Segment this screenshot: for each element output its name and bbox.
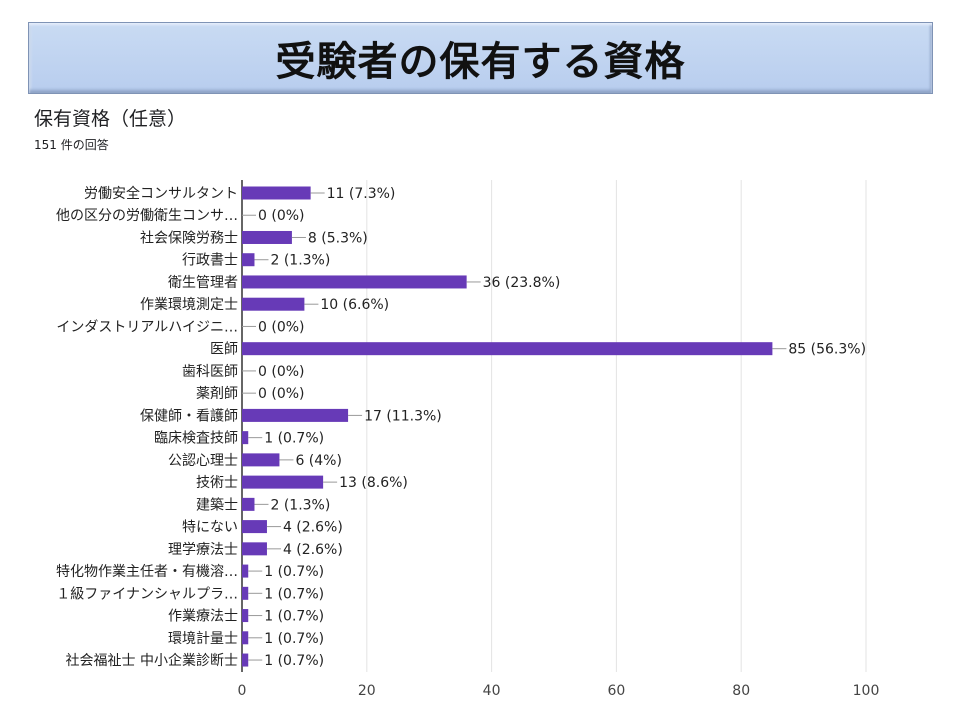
data-label: 1 (0.7%) bbox=[264, 564, 324, 580]
data-label: 1 (0.7%) bbox=[264, 653, 324, 669]
data-label: 0 (0%) bbox=[258, 386, 305, 402]
data-label: 11 (7.3%) bbox=[327, 186, 396, 202]
bar bbox=[242, 230, 292, 244]
bar bbox=[242, 497, 255, 511]
question-title: 保有資格（任意） bbox=[34, 108, 187, 130]
category-label: 社会保険労務士 bbox=[140, 230, 238, 246]
bar bbox=[242, 564, 249, 578]
category-label: １級ファイナンシャルプラ… bbox=[56, 586, 238, 602]
bar bbox=[242, 253, 255, 267]
bar bbox=[242, 431, 249, 445]
data-label: 0 (0%) bbox=[258, 319, 305, 335]
category-label: 特化物作業主任者・有機溶… bbox=[56, 564, 238, 580]
category-label: 医師 bbox=[210, 342, 238, 358]
category-label: 薬剤師 bbox=[196, 386, 238, 402]
data-label: 17 (11.3%) bbox=[364, 408, 442, 424]
x-tick-label: 80 bbox=[732, 683, 750, 699]
x-tick-label: 20 bbox=[358, 683, 376, 699]
category-label: 他の区分の労働衛生コンサ… bbox=[56, 208, 238, 224]
category-label: 建築士 bbox=[196, 497, 238, 513]
category-label: 社会福祉士 中小企業診断士 bbox=[66, 652, 238, 669]
data-label: 2 (1.3%) bbox=[270, 253, 330, 269]
bar bbox=[242, 475, 324, 489]
data-label: 1 (0.7%) bbox=[264, 431, 324, 447]
category-label: 理学療法士 bbox=[168, 541, 238, 558]
category-label: 保健師・看護師 bbox=[140, 408, 238, 424]
data-label: 4 (2.6%) bbox=[283, 520, 343, 536]
data-label: 6 (4%) bbox=[295, 453, 342, 469]
bar bbox=[242, 297, 305, 311]
data-label: 13 (8.6%) bbox=[339, 475, 408, 491]
category-label: 労働安全コンサルタント bbox=[84, 185, 238, 202]
category-label: 衛生管理者 bbox=[168, 275, 238, 291]
x-tick-label: 60 bbox=[607, 683, 625, 699]
bar bbox=[242, 453, 280, 467]
bar bbox=[242, 542, 267, 556]
data-label: 1 (0.7%) bbox=[264, 586, 324, 602]
bar bbox=[242, 631, 249, 645]
category-label: 公認心理士 bbox=[168, 453, 238, 469]
category-label: 作業環境測定士 bbox=[140, 297, 238, 313]
data-label: 0 (0%) bbox=[258, 364, 305, 380]
bar bbox=[242, 586, 249, 600]
response-count: 151 件の回答 bbox=[34, 138, 109, 152]
data-label: 36 (23.8%) bbox=[483, 275, 561, 291]
bar bbox=[242, 653, 249, 667]
category-label: 行政書士 bbox=[182, 253, 238, 269]
slide-title-banner: 受験者の保有する資格 bbox=[28, 22, 933, 94]
data-label: 0 (0%) bbox=[258, 208, 305, 224]
data-label: 2 (1.3%) bbox=[270, 497, 330, 513]
category-label: 環境計量士 bbox=[168, 631, 238, 647]
data-label: 8 (5.3%) bbox=[308, 230, 368, 246]
category-label: 歯科医師 bbox=[182, 364, 238, 380]
x-tick-label: 40 bbox=[483, 683, 501, 699]
data-label: 1 (0.7%) bbox=[264, 609, 324, 625]
bar bbox=[242, 186, 311, 200]
category-label: 臨床検査技師 bbox=[154, 431, 238, 447]
category-label: 特にない bbox=[182, 520, 238, 536]
data-label: 1 (0.7%) bbox=[264, 631, 324, 647]
bar bbox=[242, 520, 267, 534]
data-label: 85 (56.3%) bbox=[788, 342, 866, 358]
bar bbox=[242, 609, 249, 623]
bar bbox=[242, 342, 773, 356]
slide-title: 受験者の保有する資格 bbox=[275, 39, 686, 85]
bar bbox=[242, 408, 349, 422]
category-label: インダストリアルハイジニ… bbox=[56, 319, 238, 335]
data-label: 4 (2.6%) bbox=[283, 542, 343, 558]
x-tick-label: 100 bbox=[853, 683, 880, 699]
data-label: 10 (6.6%) bbox=[320, 297, 389, 313]
bar bbox=[242, 275, 467, 289]
category-label: 作業療法士 bbox=[168, 608, 238, 625]
x-tick-label: 0 bbox=[238, 683, 247, 699]
category-label: 技術士 bbox=[196, 475, 238, 491]
